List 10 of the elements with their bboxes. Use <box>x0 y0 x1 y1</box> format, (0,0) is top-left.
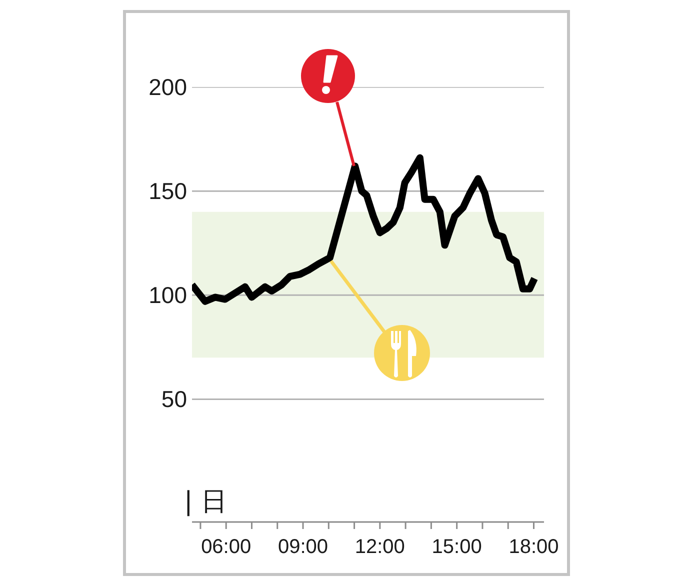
y-tick-label: 150 <box>148 178 187 204</box>
x-tick-label: 12:00 <box>354 536 405 558</box>
annotation: | 日 <box>184 487 228 517</box>
x-tick-label: 09:00 <box>278 536 328 558</box>
x-tick-label: 18:00 <box>508 536 559 558</box>
x-tick-label: 06:00 <box>201 536 252 558</box>
y-tick-label: 50 <box>161 386 187 412</box>
y-tick-label: 100 <box>148 282 187 308</box>
y-tick-label: 200 <box>148 74 187 100</box>
x-tick-label: 15:00 <box>432 536 482 558</box>
